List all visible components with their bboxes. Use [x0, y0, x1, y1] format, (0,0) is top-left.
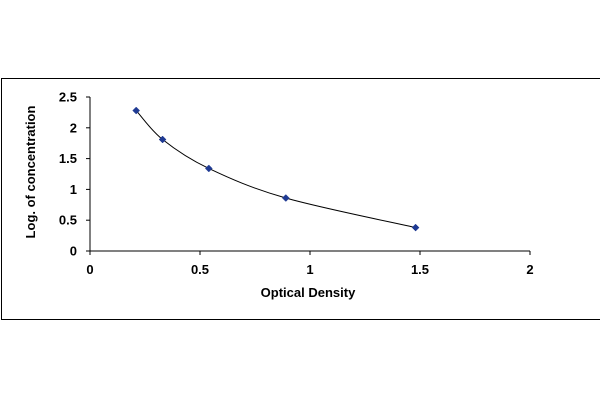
- y-tick-label: 2: [70, 120, 77, 135]
- x-tick-label: 1.5: [411, 262, 429, 277]
- x-tick-label: 2: [526, 262, 533, 277]
- data-point: [204, 164, 213, 173]
- data-point: [158, 135, 167, 144]
- data-point: [281, 194, 290, 202]
- y-tick-label: 2.5: [59, 90, 77, 105]
- x-axis: 0 0.5 1 1.5 2: [86, 250, 534, 277]
- data-point: [132, 106, 141, 115]
- x-tick-label: 1: [306, 262, 313, 277]
- trend-curve: [135, 110, 416, 229]
- chart-frame: [1, 78, 600, 320]
- y-tick-label: 0: [70, 244, 77, 259]
- x-tick-label: 0: [86, 262, 93, 277]
- data-points: [132, 106, 420, 232]
- y-tick-label: 1: [70, 182, 77, 197]
- y-axis: 0 0.5 1 1.5 2 2.5: [59, 90, 91, 259]
- y-tick-label: 1.5: [59, 151, 77, 166]
- data-point: [411, 223, 420, 232]
- x-axis-title: Optical Density: [261, 285, 356, 300]
- y-axis-title: Log. of concentration: [23, 106, 38, 239]
- x-tick-label: 0.5: [191, 262, 209, 277]
- y-tick-label: 0.5: [59, 213, 77, 228]
